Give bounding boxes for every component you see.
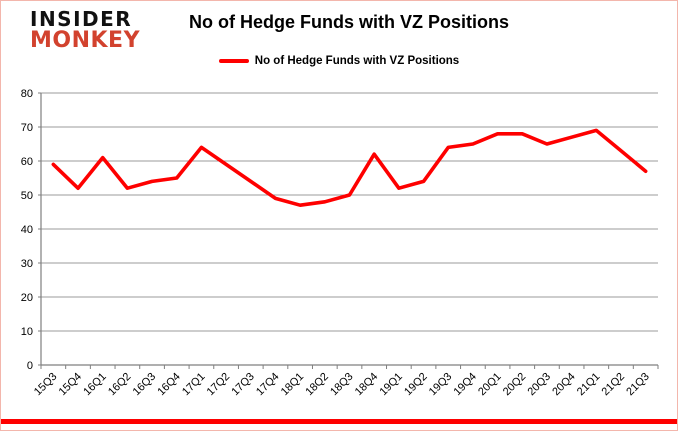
y-axis-labels: 0 10 20 30 40 50 60 70 80 (21, 88, 33, 372)
x-tick-label: 19Q4 (451, 371, 479, 399)
x-tick-label: 17Q1 (180, 371, 208, 399)
x-tick-label: 19Q1 (377, 371, 405, 399)
x-tick-label: 17Q3 (229, 371, 257, 399)
y-tick-label: 50 (21, 190, 33, 202)
x-tick-label: 18Q1 (279, 371, 307, 399)
x-tick-label: 16Q1 (81, 371, 109, 399)
x-tick-label: 20Q3 (526, 371, 554, 399)
x-tick-label: 16Q3 (131, 371, 159, 399)
x-tick-label: 21Q1 (575, 371, 603, 399)
y-tick-label: 40 (21, 224, 33, 236)
x-tick-label: 19Q2 (402, 371, 430, 399)
x-tick-label: 17Q4 (254, 371, 282, 399)
x-axis-labels: 15Q315Q416Q116Q216Q316Q417Q117Q217Q317Q4… (32, 371, 652, 399)
logo-line1: INSIDER (30, 7, 133, 31)
y-tick-label: 10 (21, 326, 33, 338)
x-tick-label: 16Q2 (106, 371, 134, 399)
y-tick-label: 80 (21, 88, 33, 100)
legend-line-swatch (218, 59, 249, 63)
x-tick-label: 18Q4 (353, 371, 381, 399)
y-tick-label: 70 (21, 122, 33, 134)
series-line (51, 128, 648, 207)
chart-title: No of Hedge Funds with VZ Positions (189, 12, 509, 32)
x-tick-label: 16Q4 (155, 371, 183, 399)
x-tick-label: 17Q2 (205, 371, 233, 399)
x-tick-label: 20Q1 (476, 371, 504, 399)
x-tick-label: 18Q2 (303, 371, 331, 399)
x-tick-label: 15Q3 (32, 371, 60, 399)
x-tick-label: 21Q3 (624, 371, 652, 399)
x-tick-label: 19Q3 (427, 371, 455, 399)
insider-monkey-logo: INSIDER MONKEY (30, 9, 140, 52)
bottom-red-bar (1, 419, 677, 424)
y-tick-label: 30 (21, 258, 33, 270)
chart-legend: No of Hedge Funds with VZ Positions (0, 55, 678, 67)
x-tick-label: 15Q4 (57, 371, 85, 399)
x-ticks (40, 365, 659, 369)
line-chart-canvas: 0 10 20 30 40 50 60 70 80 15Q315Q416Q116Q216Q316Q… (21, 88, 659, 399)
x-tick-label: 20Q4 (550, 371, 578, 399)
y-tick-label: 60 (21, 156, 33, 168)
logo-line2: MONKEY (30, 28, 141, 53)
x-tick-label: 20Q2 (501, 371, 529, 399)
x-tick-label: 21Q2 (600, 371, 628, 399)
y-tick-label: 0 (27, 360, 33, 372)
legend-label: No of Hedge Funds with VZ Positions (254, 55, 460, 67)
x-tick-label: 18Q3 (328, 371, 356, 399)
gridlines (38, 92, 658, 366)
y-tick-label: 20 (21, 292, 33, 304)
